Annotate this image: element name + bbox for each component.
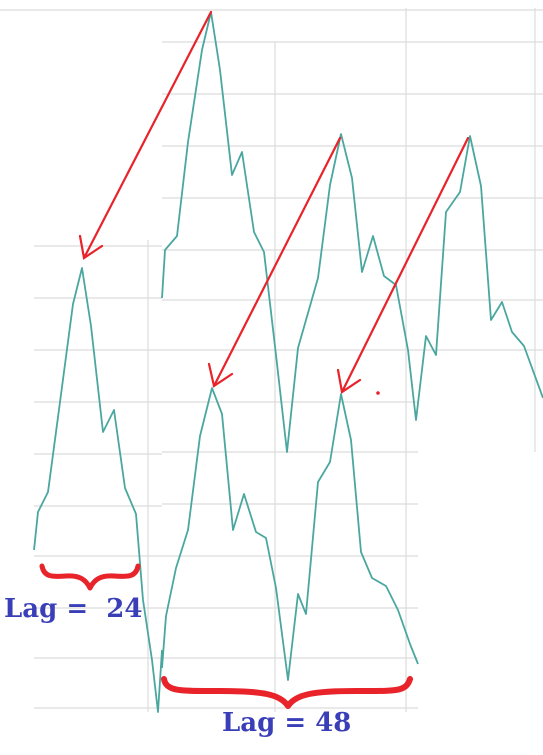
brace-lag24 — [39, 563, 141, 591]
brace-lag48 — [161, 676, 413, 709]
arrow-peak3-to-lag48 — [340, 136, 470, 394]
lag48-series-line — [161, 387, 419, 681]
lag-48-label: Lag = 48 — [222, 708, 352, 738]
red-dot — [376, 391, 380, 395]
left-panel-grid — [34, 240, 162, 712]
lag24-series-line — [33, 267, 163, 713]
arrowhead-lag48-b — [336, 368, 362, 394]
shift-arrows — [78, 10, 470, 394]
original-series-line — [161, 11, 543, 453]
lag-24-label: Lag = 24 — [4, 594, 143, 624]
mid-panel-grid — [162, 240, 543, 712]
arrowhead-lag24 — [78, 234, 104, 260]
arrow-peak1-to-lag24 — [82, 10, 213, 260]
arrowhead-lag48-a — [207, 362, 234, 388]
arrow-peak2-to-lag48 — [212, 136, 342, 388]
top-panel-grid — [0, 8, 543, 452]
